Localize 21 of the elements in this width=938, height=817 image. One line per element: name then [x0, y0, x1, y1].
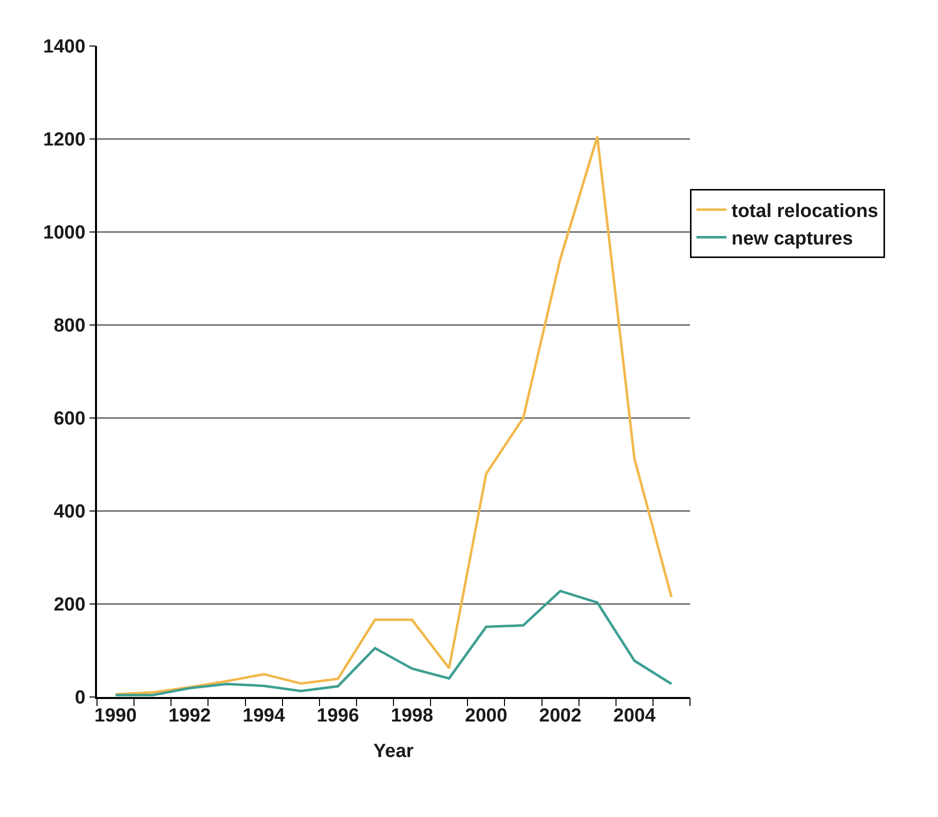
x-tick-label: 1998 [390, 706, 434, 727]
x-tick-label: 2000 [465, 706, 508, 727]
x-tick-label: 2002 [539, 706, 582, 727]
x-tick-label: 2004 [613, 706, 656, 727]
y-tick-label: 0 [74, 688, 86, 709]
y-tick-label: 400 [54, 502, 86, 523]
line-series [114, 590, 673, 696]
y-tick-label: 1200 [43, 130, 86, 151]
x-tick-label: 1992 [168, 706, 211, 727]
x-axis-title: Year [373, 740, 414, 762]
y-tick-label: 1400 [43, 36, 86, 58]
line-series [114, 135, 673, 696]
legend-label: new captures [732, 228, 853, 250]
x-tick-label: 1990 [94, 706, 137, 727]
y-tick-label: 600 [54, 408, 86, 430]
x-tick-label: 1996 [316, 706, 360, 727]
y-tick-label: 1000 [43, 222, 86, 244]
y-tick-label: 800 [54, 316, 86, 337]
x-tick-label: 1994 [242, 706, 286, 727]
legend-label: total relocations [732, 200, 878, 222]
y-tick-label: 200 [54, 594, 86, 616]
